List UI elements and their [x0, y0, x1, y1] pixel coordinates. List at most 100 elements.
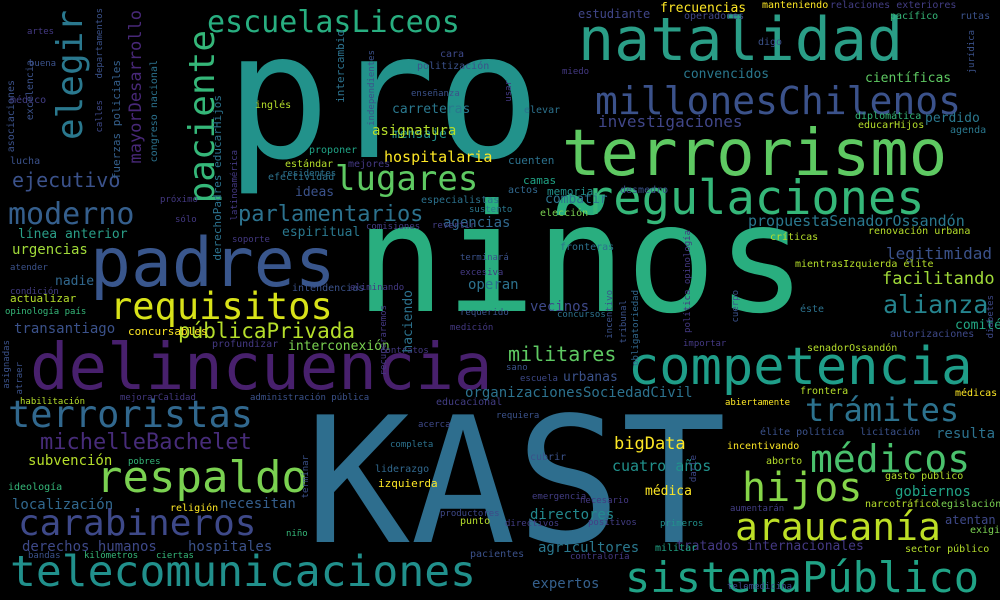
word: sistemaPúblico: [625, 553, 980, 600]
word: línea anterior: [18, 227, 128, 242]
word: manteniendo: [762, 0, 829, 11]
word: terrorismo: [562, 117, 948, 191]
word: camas: [523, 174, 557, 187]
word: requerido: [460, 308, 509, 318]
word: padres: [90, 224, 336, 303]
word: haciendo: [401, 290, 416, 353]
word: urbanas: [563, 370, 618, 385]
word: recuperaremos: [379, 305, 389, 376]
word: araucanía: [735, 505, 941, 549]
word: calles: [95, 100, 105, 133]
word: bandas: [28, 551, 61, 561]
word: localización: [12, 497, 114, 513]
word: cuerpo: [731, 290, 741, 323]
word: terminar: [301, 455, 311, 499]
word: actos: [508, 185, 539, 196]
word: concursables: [128, 325, 208, 338]
word: carreteras: [392, 102, 471, 117]
word: científicas: [865, 71, 952, 86]
word: necesario: [580, 496, 629, 506]
word: productores: [440, 509, 500, 519]
word: natalidad: [578, 5, 904, 75]
word: hospitales: [188, 539, 273, 555]
word: ciertas: [156, 551, 194, 561]
word: michelleBachelet: [40, 430, 252, 455]
word: emergencia: [532, 492, 587, 502]
word: operan: [468, 277, 519, 293]
word: urgencias: [12, 242, 88, 258]
word: derechos humanos: [22, 539, 157, 555]
word: críticas: [770, 232, 819, 243]
word: frontera: [800, 386, 849, 397]
word: darle: [689, 455, 699, 483]
word: administración pública: [250, 393, 370, 403]
word: positivos: [588, 518, 637, 528]
word: intendencias: [292, 283, 365, 294]
word: punto: [460, 516, 491, 527]
word: congreso nacional: [149, 60, 160, 163]
word: propuestaSenadorOssandón: [748, 212, 965, 230]
word: lugares: [335, 159, 479, 199]
word: convencidos: [683, 67, 770, 82]
word: bigData: [614, 434, 686, 454]
word: transantiago: [14, 321, 116, 337]
word: departamentos: [95, 8, 105, 79]
word: educarHijos: [858, 120, 925, 131]
word: pacífico: [890, 11, 939, 22]
word: nadie: [55, 274, 95, 289]
word: desmedro: [620, 185, 669, 196]
word: soporte: [232, 235, 270, 245]
word: atraer: [15, 362, 25, 395]
word: ideas: [295, 185, 335, 200]
word: asignatura: [372, 123, 457, 139]
word: actualizar: [10, 292, 77, 305]
word: parlamentarios: [238, 202, 424, 227]
word: telemedicina: [727, 582, 793, 592]
word: estudiante: [578, 7, 651, 21]
word: obligatoriedad: [631, 290, 641, 366]
word: contraloría: [570, 552, 630, 562]
word: médica: [645, 484, 692, 499]
word: opinología país: [5, 307, 87, 317]
word: agricultores: [538, 540, 640, 556]
word: especialistas: [421, 195, 500, 206]
word: moderno: [8, 197, 135, 232]
word: hijos: [742, 465, 863, 511]
word: próximo: [160, 195, 198, 205]
word: asociaciones: [6, 80, 17, 153]
word: resulta: [936, 426, 996, 442]
word: religión: [170, 503, 219, 514]
word: carabineros: [18, 503, 257, 544]
word: terroristas: [8, 393, 254, 436]
word: primeros: [660, 519, 704, 529]
word: médico: [10, 95, 47, 106]
word: elección: [540, 208, 589, 219]
word: gasto público: [885, 471, 964, 482]
word: públicaPrivada: [178, 319, 356, 343]
word: memoria: [547, 185, 594, 198]
word: trámites: [805, 391, 960, 429]
word: requiera: [496, 411, 540, 421]
word: fronteras: [560, 242, 615, 253]
word: abiertamente: [725, 398, 791, 408]
word: derechoPadres educarHijos: [211, 95, 224, 261]
word: necesitan: [220, 496, 296, 512]
word: pro: [225, 0, 542, 199]
word: KAST: [305, 381, 727, 584]
word: atender: [10, 263, 48, 273]
word: residentes: [282, 169, 337, 179]
word: requisitos: [110, 285, 333, 328]
word: diplomática: [855, 111, 922, 122]
word: política opinología: [683, 230, 693, 333]
word: médicos: [810, 437, 971, 481]
word: respaldo: [96, 452, 308, 503]
word: estándar: [285, 159, 334, 170]
word: telecomunicaciones: [10, 547, 476, 597]
word: millonesChilenos: [595, 79, 962, 123]
word: lucha: [10, 156, 41, 167]
word: mientrasIzquierda élite: [795, 259, 934, 270]
word: organizacionesSociedadCivil: [465, 385, 693, 401]
word: elegir: [50, 10, 91, 141]
word: revertir: [432, 221, 476, 231]
